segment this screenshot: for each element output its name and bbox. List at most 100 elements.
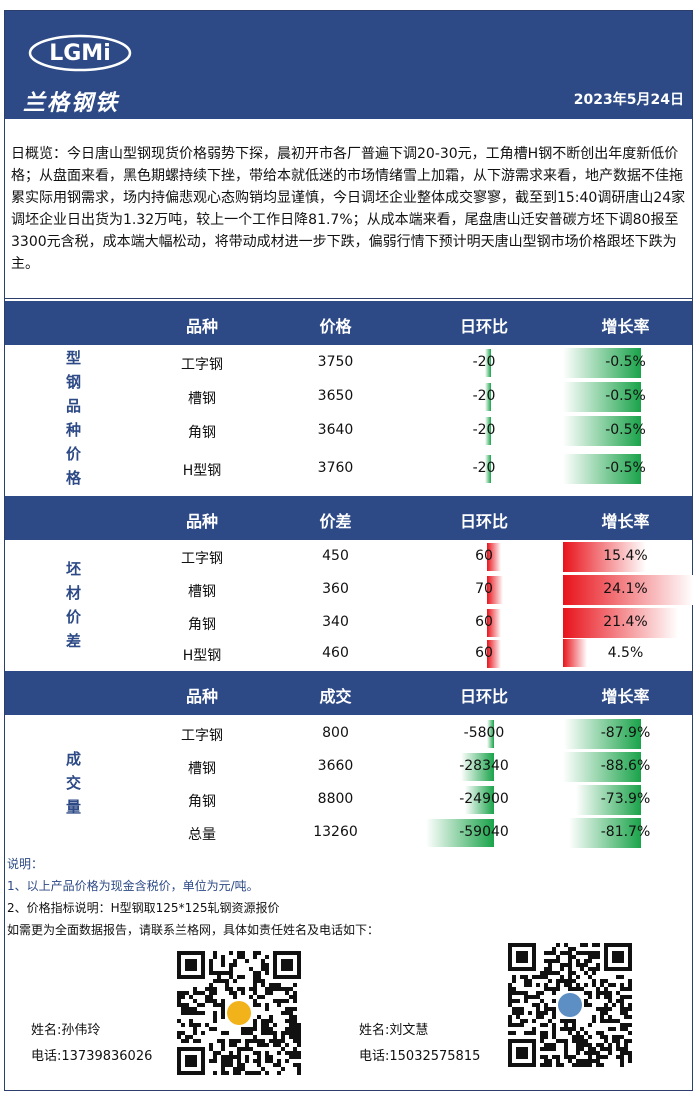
column-header: 品种: [185, 512, 218, 531]
rate-databar: [563, 415, 641, 446]
change-databar: [487, 640, 501, 668]
note-line-3: 如需更为全面数据报告，请联系兰格网，具体如责任姓名及电话如下：: [7, 923, 380, 937]
contact-2-phone: 电话:15032575815: [359, 1049, 481, 1064]
change-databar: [487, 608, 501, 637]
svg-text:LGMi: LGMi: [49, 41, 111, 66]
rate-cell: 24.1%: [603, 580, 648, 597]
product-name: 槽钢: [188, 390, 216, 407]
value-cell: 3750: [317, 353, 354, 370]
change-databar: [485, 455, 491, 483]
product-name: 总量: [188, 826, 216, 843]
section-label: 型钢品种价格: [65, 348, 81, 487]
change-cell: 70: [475, 580, 493, 597]
notes-footer: 说明： 1、以上产品价格为现金含税价，单位为元/吨。 2、价格指标说明：H型钢取…: [5, 851, 692, 1091]
product-name: 槽钢: [188, 583, 216, 600]
change-cell: -24900: [459, 790, 509, 807]
rate-databar: [563, 381, 641, 412]
rate-cell: -0.5%: [605, 387, 646, 404]
change-cell: -28340: [459, 757, 509, 774]
section-label: 成交量: [65, 750, 81, 816]
rate-databar: [563, 607, 679, 638]
change-cell: 60: [475, 547, 493, 564]
table-row: 工字钢 450 60 15.4%: [142, 540, 692, 573]
column-header: 日环比: [459, 512, 508, 531]
product-name: 角钢: [188, 424, 216, 441]
rate-cell: -87.9%: [600, 724, 651, 741]
column-header: 增长率: [601, 512, 650, 531]
rate-databar: [563, 574, 693, 605]
table-row: 槽钢 3650 -20 -0.5%: [142, 380, 692, 413]
column-header: 增长率: [601, 687, 650, 706]
change-databar: [487, 542, 501, 571]
report-date: 2023年5月24日: [573, 92, 684, 108]
rate-cell: 15.4%: [603, 547, 648, 564]
daily-overview: 日概览：今日唐山型钢现货价格弱势下探，晨初开市各厂普遍下调20-30元，工角槽H…: [5, 119, 692, 299]
change-databar: [487, 575, 503, 604]
value-cell: 450: [322, 547, 349, 564]
change-cell: 60: [475, 645, 493, 661]
change-databar: [487, 719, 494, 748]
table-row: H型钢 460 60 4.5%: [142, 639, 692, 669]
value-cell: 3760: [317, 460, 354, 476]
change-databar: [426, 818, 494, 847]
change-cell: -59040: [459, 823, 509, 840]
value-cell: 3650: [317, 387, 354, 404]
value-cell: 360: [322, 580, 349, 597]
rate-cell: -0.5%: [605, 421, 646, 438]
column-header: 日环比: [459, 317, 508, 336]
rate-databar: [563, 639, 588, 667]
rate-databar: [563, 541, 647, 572]
product-name: H型钢: [182, 463, 222, 479]
column-header: 日环比: [459, 687, 508, 706]
table-row: 工字钢 3750 -20 -0.5%: [142, 345, 692, 380]
column-header: 增长率: [601, 317, 650, 336]
note-line-1: 1、以上产品价格为现金含税价，单位为元/吨。: [7, 879, 259, 893]
change-cell: 60: [475, 613, 493, 630]
table-row: 工字钢 800 -5800 -87.9%: [142, 717, 692, 750]
product-name: 工字钢: [181, 727, 223, 744]
report-header: LGMi 兰格钢铁 2023年5月24日: [5, 11, 692, 119]
rate-databar: [575, 784, 641, 815]
change-cell: -5800: [463, 724, 505, 741]
product-name: 工字钢: [181, 550, 223, 567]
change-cell: -20: [472, 353, 496, 370]
product-name: 工字钢: [181, 356, 223, 373]
table-row: 总量 13260 -59040 -81.7%: [142, 816, 692, 849]
rate-cell: -0.5%: [605, 460, 646, 476]
column-header: 品种: [185, 317, 218, 336]
rate-cell: -81.7%: [600, 823, 651, 840]
rate-cell: 4.5%: [607, 645, 644, 661]
value-cell: 460: [322, 645, 349, 661]
rate-databar: [569, 817, 641, 848]
column-header: 价差: [319, 512, 352, 531]
value-cell: 340: [322, 613, 349, 630]
contact-1-phone: 电话:13739836026: [31, 1049, 153, 1064]
change-databar: [465, 785, 494, 814]
change-cell: -20: [472, 421, 496, 438]
lgmi-logo: LGMi: [27, 33, 133, 73]
table-row: H型钢 3760 -20 -0.5%: [142, 448, 692, 490]
change-databar: [461, 752, 494, 781]
note-line-2: 2、价格指标说明：H型钢取125*125轧钢资源报价: [7, 901, 280, 915]
product-name: 槽钢: [188, 760, 216, 777]
column-header: 价格: [319, 317, 352, 336]
value-cell: 800: [322, 724, 349, 741]
table-row: 角钢 3640 -20 -0.5%: [142, 413, 692, 448]
value-cell: 3640: [317, 421, 354, 438]
section-header: 品种 成交 日环比 增长率: [5, 671, 692, 715]
contact-1-name: 姓名:孙伟玲: [31, 1023, 101, 1038]
contact-2-name: 姓名:刘文慧: [359, 1023, 429, 1038]
report-frame: LGMi 兰格钢铁 2023年5月24日 日概览：今日唐山型钢现货价格弱势下探，…: [4, 10, 693, 1091]
column-header: 成交: [319, 687, 352, 706]
product-name: 角钢: [188, 793, 216, 810]
value-cell: 13260: [313, 823, 358, 840]
rate-cell: -88.6%: [600, 757, 651, 774]
column-header: 品种: [185, 687, 218, 706]
rate-cell: -73.9%: [600, 790, 651, 807]
change-databar: [485, 382, 491, 411]
table-row: 角钢 8800 -24900 -73.9%: [142, 783, 692, 816]
product-name: H型钢: [182, 648, 222, 664]
value-cell: 8800: [317, 790, 354, 807]
notes-title: 说明：: [7, 857, 44, 871]
table-row: 槽钢 3660 -28340 -88.6%: [142, 750, 692, 783]
